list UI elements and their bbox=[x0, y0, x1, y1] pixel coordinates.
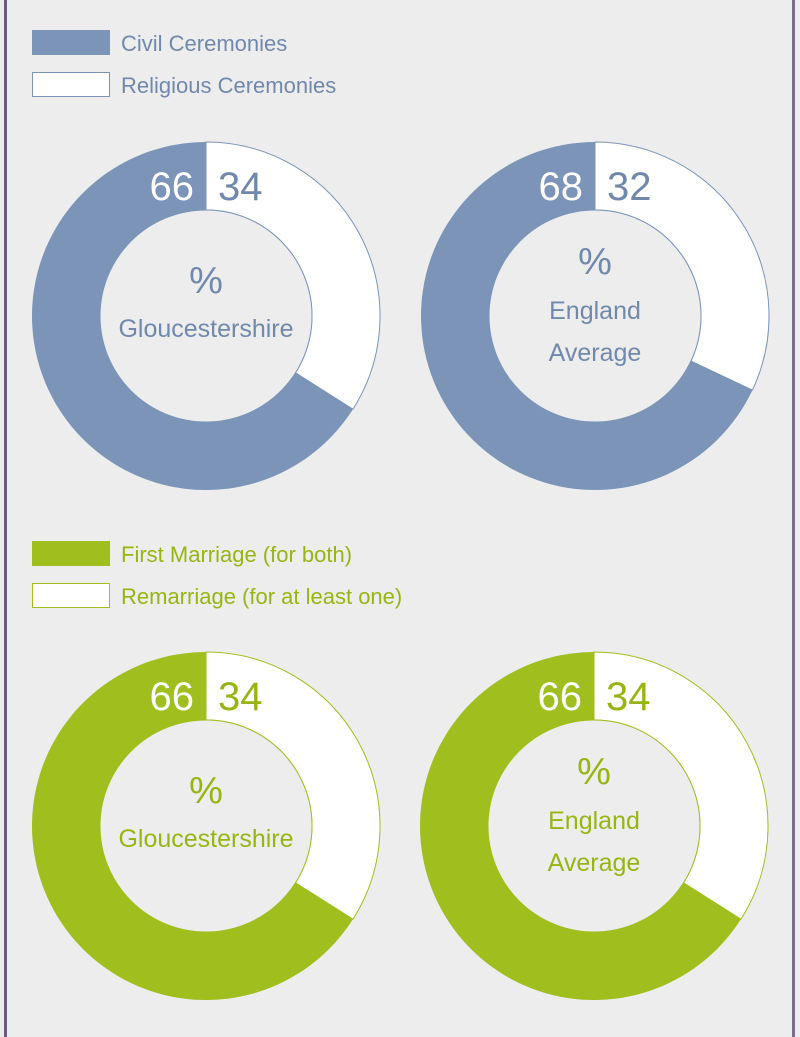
center-label: Gloucestershire bbox=[118, 825, 293, 853]
left-border bbox=[4, 0, 7, 1037]
center-label: Average bbox=[549, 339, 642, 367]
legend-label: First Marriage (for both) bbox=[121, 542, 353, 567]
legend-swatch bbox=[32, 541, 110, 566]
center-label: Average bbox=[548, 849, 641, 877]
donut-chart: 68 32% England Average bbox=[420, 141, 770, 491]
value-label-major: 68 bbox=[539, 165, 584, 209]
value-label-minor: 34 bbox=[218, 165, 263, 209]
value-label-major: 66 bbox=[538, 675, 583, 719]
donut-chart: 66 34% England Average bbox=[420, 651, 769, 1000]
percent-symbol: % bbox=[189, 260, 223, 302]
legend-swatch bbox=[32, 30, 110, 55]
donut-slice-major bbox=[31, 142, 353, 490]
right-border bbox=[792, 0, 795, 1037]
legend-swatch bbox=[32, 72, 110, 97]
percent-symbol: % bbox=[189, 770, 223, 812]
donut-slice-major bbox=[31, 652, 353, 1000]
value-label-minor: 32 bbox=[607, 165, 652, 209]
donut-slice-major bbox=[420, 652, 741, 1000]
value-label-major: 66 bbox=[150, 675, 195, 719]
value-label-minor: 34 bbox=[218, 675, 263, 719]
donut-hole bbox=[99, 209, 313, 423]
donut-hole bbox=[487, 719, 701, 933]
percent-symbol: % bbox=[577, 751, 611, 793]
donut-hole bbox=[488, 209, 702, 423]
center-label: England bbox=[548, 807, 640, 835]
donut-slice-major bbox=[420, 142, 753, 491]
legend-swatch bbox=[32, 583, 110, 608]
donut-chart: 66 34% Gloucestershire bbox=[31, 651, 381, 1000]
percent-symbol: % bbox=[578, 241, 612, 283]
legend-label: Religious Ceremonies bbox=[121, 73, 337, 98]
center-label: England bbox=[549, 297, 641, 325]
donut-chart: 66 34% Gloucestershire bbox=[31, 141, 381, 490]
legend-label: Remarriage (for at least one) bbox=[121, 584, 403, 609]
legend-label: Civil Ceremonies bbox=[121, 31, 288, 56]
value-label-minor: 34 bbox=[606, 675, 651, 719]
donut-hole bbox=[99, 719, 313, 933]
value-label-major: 66 bbox=[150, 165, 195, 209]
center-label: Gloucestershire bbox=[118, 315, 293, 343]
